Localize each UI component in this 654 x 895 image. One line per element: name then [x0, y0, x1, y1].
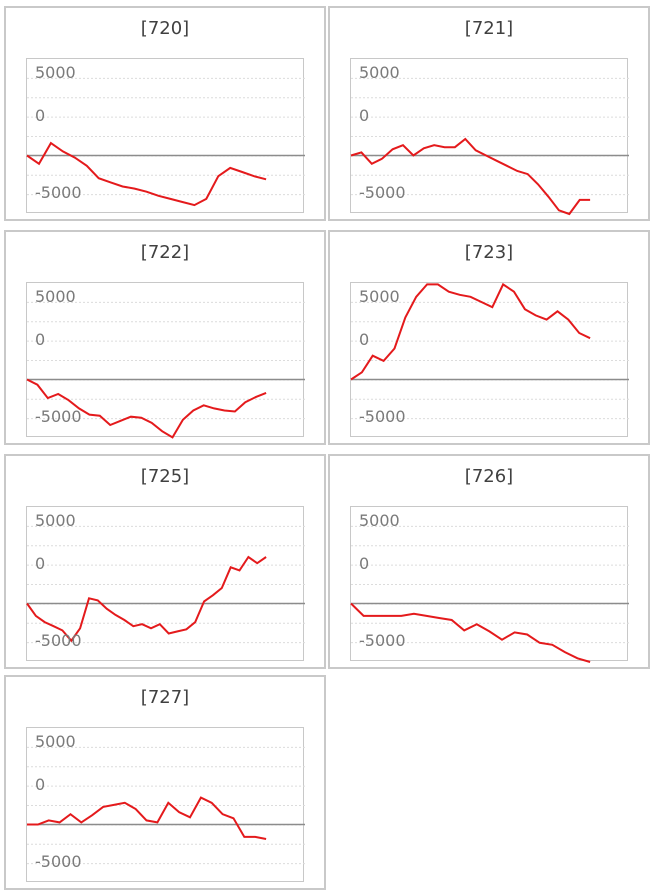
chart-title: [720] [140, 18, 190, 39]
y-tick-label: 5000 [35, 287, 76, 306]
chart-panel: [726] 5000 0 -5000 [328, 454, 650, 669]
chart-title: [722] [140, 242, 190, 263]
y-tick-label: 0 [35, 330, 46, 349]
chart-panel: [725] 5000 0 -5000 [4, 454, 326, 669]
series-line [350, 282, 591, 381]
series-line [26, 141, 267, 207]
y-tick-label: -5000 [35, 631, 82, 650]
series-line [27, 796, 267, 840]
plot-area: 5000 0 -5000 [26, 282, 305, 439]
series-line [26, 555, 267, 643]
y-tick-label: -5000 [359, 407, 406, 426]
line-chart [350, 282, 629, 420]
chart-panel: [722] 5000 0 -5000 [4, 230, 326, 445]
y-tick-label: 0 [35, 554, 46, 573]
line-chart [26, 525, 305, 644]
plot-area: 5000 0 -5000 [26, 727, 305, 882]
plot-area: 5000 0 -5000 [350, 506, 629, 663]
chart-panel: [727] 5000 0 -5000 [4, 675, 326, 890]
series-line [350, 137, 591, 216]
chart-title: [727] [140, 687, 190, 708]
y-tick-label: 5000 [35, 511, 76, 530]
y-tick-label: -5000 [35, 407, 82, 426]
chart-title: [725] [140, 466, 190, 487]
y-tick-label: 0 [359, 106, 370, 125]
line-chart [26, 77, 305, 207]
y-tick-label: 5000 [359, 287, 400, 306]
chart-panel: [720] 5000 0 -5000 [4, 6, 326, 221]
chart-title: [721] [464, 18, 514, 39]
chart-panel: [723] 5000 0 -5000 [328, 230, 650, 445]
plot-area: 5000 0 -5000 [26, 506, 305, 661]
y-tick-label: 0 [359, 330, 370, 349]
y-tick-label: 5000 [359, 511, 400, 530]
plot-area: 5000 0 -5000 [350, 58, 629, 216]
chart-title: [723] [464, 242, 514, 263]
plot-area: 5000 0 -5000 [350, 282, 629, 437]
y-tick-label: 5000 [35, 732, 76, 751]
plot-area: 5000 0 -5000 [26, 58, 305, 213]
line-chart [350, 77, 629, 216]
line-chart [26, 301, 305, 439]
series-line [26, 378, 267, 439]
series-line [350, 602, 591, 663]
y-tick-label: 0 [35, 106, 46, 125]
y-tick-label: -5000 [359, 631, 406, 650]
y-tick-label: 0 [359, 554, 370, 573]
y-tick-label: -5000 [35, 183, 82, 202]
y-tick-label: 5000 [35, 63, 76, 82]
y-tick-label: 5000 [359, 63, 400, 82]
chart-panel: [721] 5000 0 -5000 [328, 6, 650, 221]
line-chart [350, 525, 629, 663]
line-chart [27, 746, 305, 865]
y-tick-label: -5000 [35, 852, 82, 871]
y-tick-label: 0 [35, 775, 46, 794]
chart-title: [726] [464, 466, 514, 487]
y-tick-label: -5000 [359, 183, 406, 202]
